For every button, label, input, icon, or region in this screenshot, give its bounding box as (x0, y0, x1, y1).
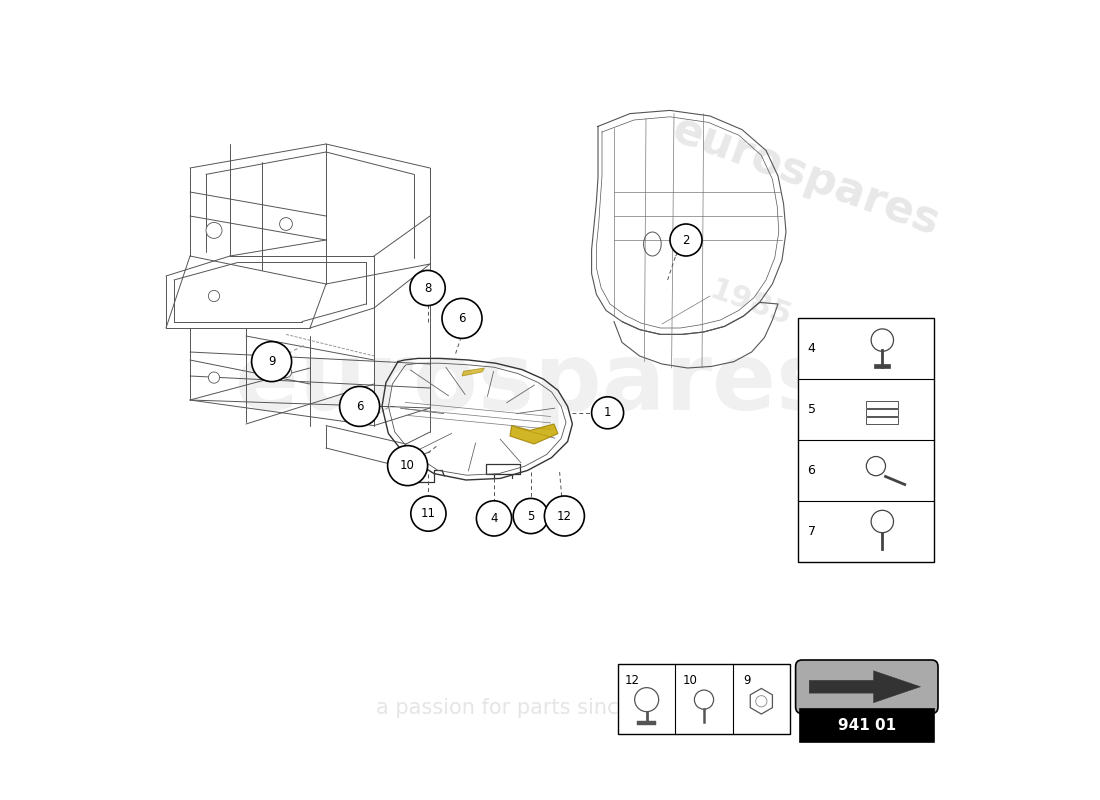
Text: eurospares: eurospares (667, 108, 946, 244)
Text: 6: 6 (459, 312, 465, 325)
Circle shape (340, 386, 379, 426)
Text: 7: 7 (807, 525, 815, 538)
Text: 1: 1 (604, 406, 612, 419)
Text: 9: 9 (744, 674, 750, 686)
Circle shape (252, 342, 292, 382)
Bar (867, 401, 899, 407)
Text: 2: 2 (682, 234, 690, 246)
Circle shape (871, 510, 893, 533)
Circle shape (280, 366, 292, 378)
Bar (618, 664, 790, 734)
Bar (867, 417, 899, 423)
Text: 10: 10 (400, 459, 415, 472)
Bar (800, 710, 934, 742)
Polygon shape (462, 368, 484, 376)
Polygon shape (810, 670, 921, 702)
Bar (798, 318, 934, 562)
Text: 12: 12 (625, 674, 640, 686)
Text: 9: 9 (268, 355, 275, 368)
Circle shape (410, 270, 446, 306)
Circle shape (206, 222, 222, 238)
Text: 4: 4 (491, 512, 497, 525)
Circle shape (843, 480, 878, 515)
Circle shape (694, 690, 714, 710)
Circle shape (592, 397, 624, 429)
Bar (637, 722, 657, 726)
Text: 4: 4 (807, 342, 815, 354)
Text: 1985: 1985 (705, 276, 795, 332)
Text: 6: 6 (807, 464, 815, 477)
Circle shape (867, 457, 886, 476)
Text: 8: 8 (424, 282, 431, 294)
Bar (867, 409, 899, 415)
Circle shape (670, 224, 702, 256)
Text: 5: 5 (807, 402, 815, 416)
Polygon shape (510, 424, 558, 444)
Text: 11: 11 (421, 507, 436, 520)
Circle shape (852, 444, 884, 476)
Text: 941 01: 941 01 (838, 718, 895, 734)
Circle shape (871, 329, 893, 351)
Text: 7: 7 (857, 491, 865, 504)
Text: a passion for parts since 1985: a passion for parts since 1985 (376, 698, 692, 718)
Circle shape (442, 298, 482, 338)
Text: 12: 12 (557, 510, 572, 522)
Circle shape (410, 496, 446, 531)
Text: 10: 10 (682, 674, 697, 686)
FancyBboxPatch shape (795, 660, 938, 714)
Circle shape (514, 498, 549, 534)
Text: eurospares: eurospares (235, 338, 833, 430)
Circle shape (208, 372, 220, 383)
Circle shape (208, 290, 220, 302)
Circle shape (544, 496, 584, 536)
Circle shape (279, 218, 293, 230)
Text: 3: 3 (865, 454, 872, 466)
Circle shape (387, 446, 428, 486)
Circle shape (635, 688, 659, 712)
Text: 6: 6 (356, 400, 363, 413)
Polygon shape (750, 689, 772, 714)
Circle shape (345, 403, 355, 413)
Circle shape (476, 501, 512, 536)
Text: 5: 5 (527, 510, 535, 522)
Bar (874, 364, 890, 368)
Circle shape (756, 696, 767, 707)
